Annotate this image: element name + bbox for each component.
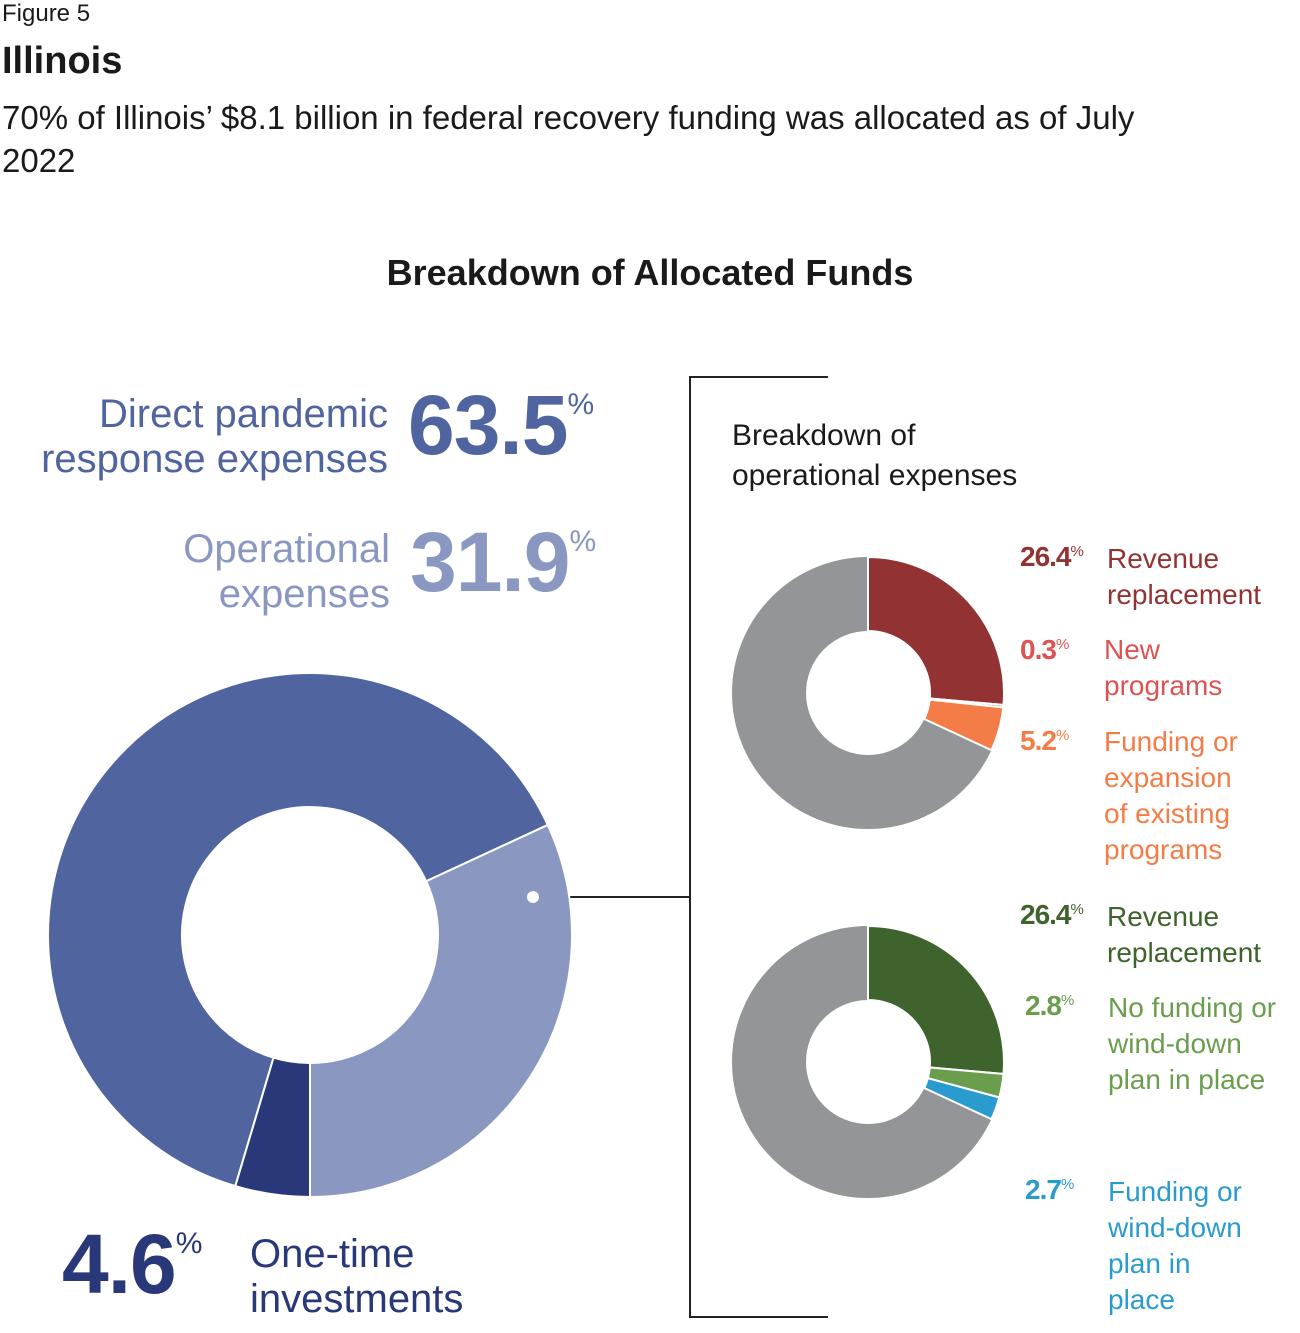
value-unit: % — [567, 388, 595, 421]
value-label: 0.3% — [1020, 636, 1069, 664]
value-label: 4.6% — [62, 1222, 202, 1306]
donut-segment — [234, 1056, 311, 1199]
chart-title: Breakdown of Allocated Funds — [386, 252, 914, 293]
value-unit: % — [1060, 992, 1075, 1009]
value-number: 2.7 — [1025, 1174, 1062, 1205]
category-label: Funding or wind-down plan in place — [1108, 1176, 1242, 1315]
value-unit: % — [569, 525, 597, 558]
value-number: 0.3 — [1020, 634, 1057, 665]
value-number: 26.4 — [1020, 899, 1071, 930]
donut-segment — [46, 672, 550, 1188]
donut-segment — [922, 1076, 1001, 1121]
donut-segment — [922, 698, 1005, 752]
sub-chart-title: Breakdown of operational expenses — [732, 419, 1018, 492]
value-number: 4.6 — [62, 1217, 177, 1311]
category-label: Funding or expansion of existing program… — [1104, 726, 1238, 865]
value-label: 63.5% — [408, 383, 594, 467]
value-label: 26.4% — [1020, 543, 1084, 571]
value-label: 5.2% — [1020, 727, 1069, 755]
connector-dot — [527, 891, 539, 903]
title: Illinois — [2, 40, 123, 82]
value-number: 26.4 — [1020, 541, 1071, 572]
category-label: No funding or wind-down plan in place — [1108, 992, 1277, 1095]
value-label: 2.7% — [1025, 1176, 1074, 1204]
value-label: 26.4% — [1020, 901, 1084, 929]
category-label: Revenue replacement — [1107, 901, 1262, 968]
category-label: Operational expenses — [183, 527, 390, 616]
category-label: Revenue replacement — [1107, 543, 1262, 610]
bracket — [689, 376, 828, 1318]
category-label: One-time investments — [250, 1232, 464, 1321]
value-unit: % — [175, 1227, 203, 1260]
subtitle: 70% of Illinois’ $8.1 billion in federal… — [2, 99, 1135, 179]
value-unit: % — [1055, 727, 1070, 744]
category-label: New programs — [1104, 634, 1223, 701]
donut-segment — [867, 555, 1005, 707]
donut-segment — [867, 924, 1005, 1076]
figure-label: Figure 5 — [2, 0, 91, 27]
value-label: 31.9% — [410, 520, 596, 604]
donut-segment — [309, 823, 573, 1199]
value-number: 2.8 — [1025, 990, 1062, 1021]
value-unit: % — [1070, 901, 1084, 918]
value-unit: % — [1060, 1176, 1075, 1193]
value-unit: % — [1055, 636, 1070, 653]
value-number: 63.5 — [408, 378, 568, 472]
value-label: 2.8% — [1025, 992, 1074, 1020]
value-unit: % — [1070, 543, 1084, 560]
category-label: Direct pandemic response expenses — [41, 392, 388, 481]
value-number: 5.2 — [1020, 725, 1057, 756]
value-number: 31.9 — [410, 515, 570, 609]
